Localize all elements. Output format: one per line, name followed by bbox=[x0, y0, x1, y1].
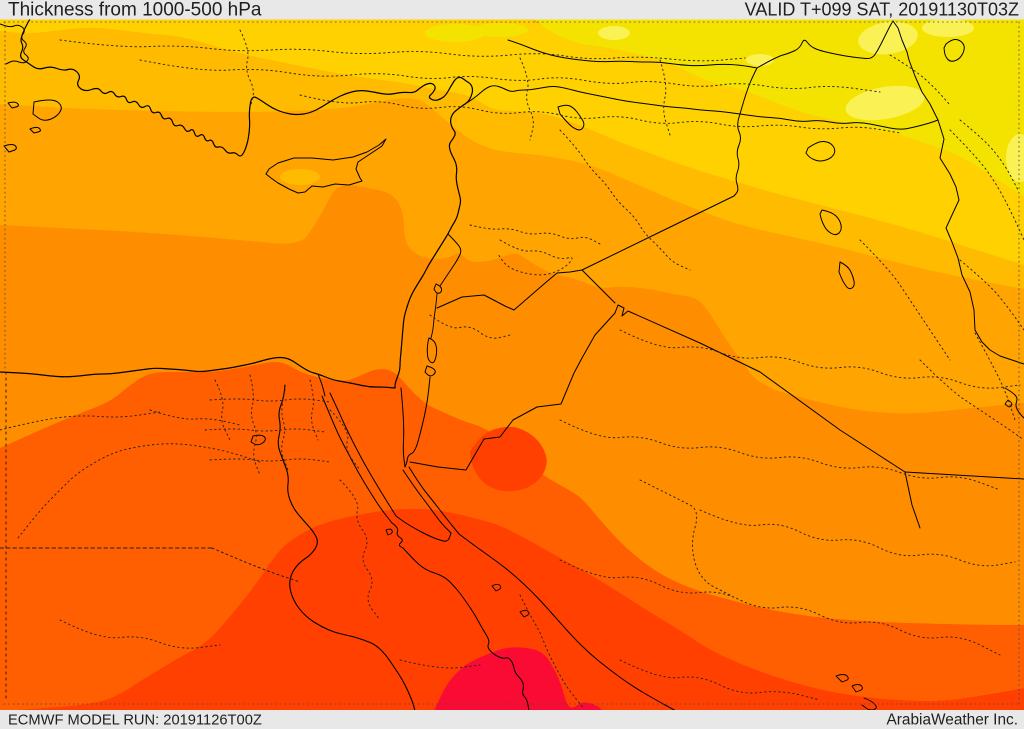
svg-text:ECMWF MODEL RUN: 20191126T00Z: ECMWF MODEL RUN: 20191126T00Z bbox=[8, 713, 262, 729]
svg-text:Thickness from 1000-500 hPa: Thickness from 1000-500 hPa bbox=[8, 0, 262, 21]
svg-text:VALID T+099 SAT, 20191130T03Z: VALID T+099 SAT, 20191130T03Z bbox=[745, 0, 1019, 20]
svg-text:ArabiaWeather Inc.: ArabiaWeather Inc. bbox=[887, 712, 1018, 729]
